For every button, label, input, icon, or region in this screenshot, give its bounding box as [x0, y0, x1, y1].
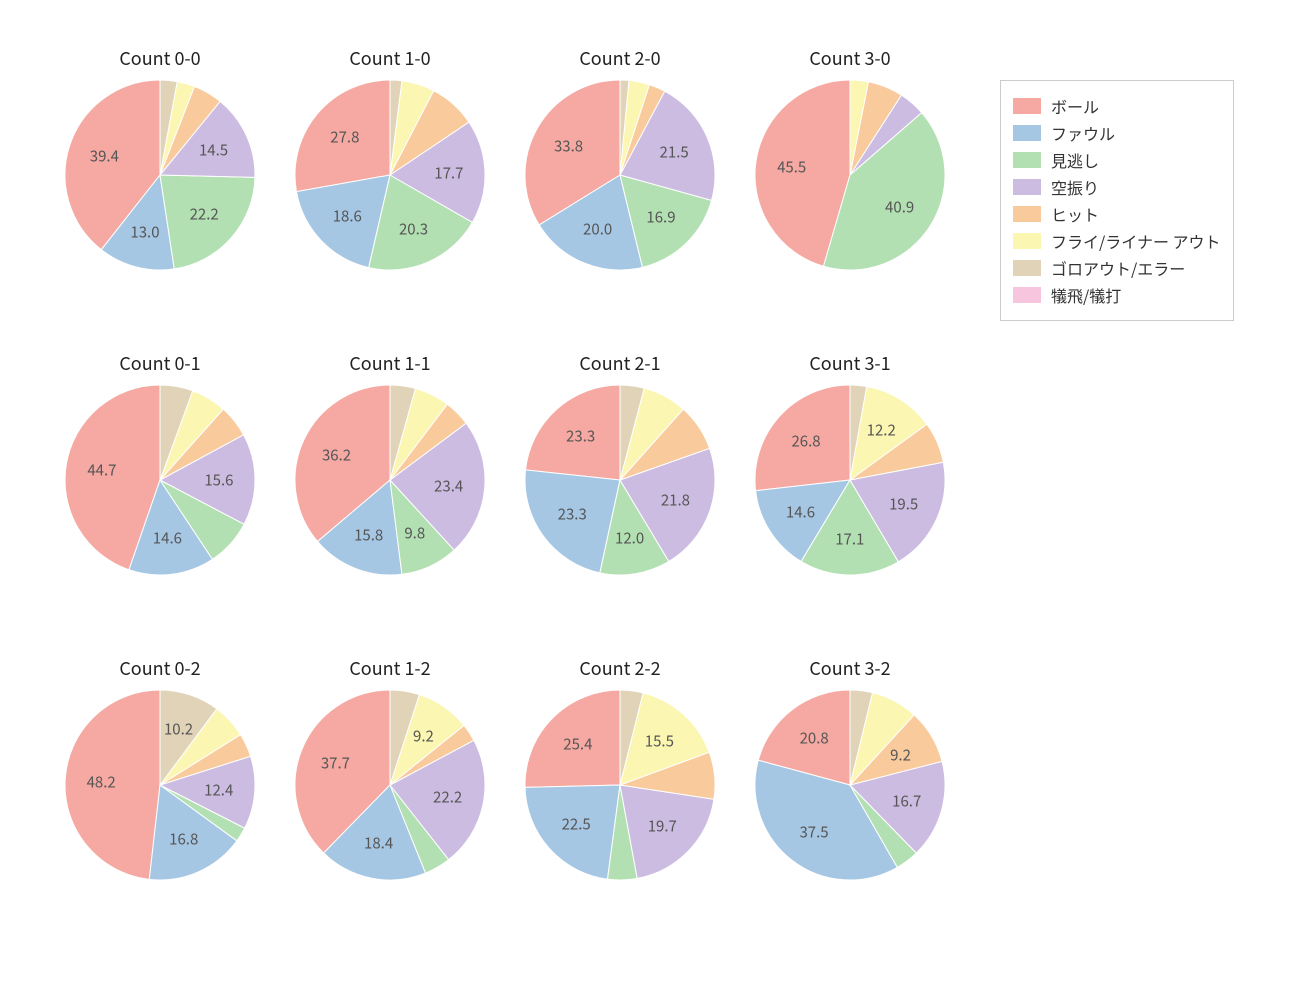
pie-slice [160, 175, 255, 269]
legend-swatch [1013, 125, 1041, 141]
legend-swatch [1013, 233, 1041, 249]
legend-label: ファウル [1051, 121, 1115, 145]
chart-stage: Count 0-039.413.022.214.5Count 1-027.818… [0, 0, 1300, 1000]
legend-label: フライ/ライナー アウト [1051, 229, 1221, 253]
legend-swatch [1013, 260, 1041, 276]
chart-title: Count 0-0 [119, 45, 200, 71]
legend-label: 空振り [1051, 175, 1099, 199]
legend-label: ヒット [1051, 202, 1099, 226]
legend-label: ボール [1051, 94, 1099, 118]
pie-chart [295, 385, 485, 575]
pie-slice [525, 690, 620, 787]
legend-swatch [1013, 152, 1041, 168]
pie-chart [65, 80, 255, 270]
pie-chart [295, 80, 485, 270]
pie-chart [755, 690, 945, 880]
chart-title: Count 1-1 [349, 350, 430, 376]
legend-item: ボール [1013, 94, 1221, 118]
legend-swatch [1013, 206, 1041, 222]
chart-title: Count 3-1 [809, 350, 890, 376]
chart-title: Count 1-0 [349, 45, 430, 71]
pie-chart [755, 385, 945, 575]
legend-label: 犠飛/犠打 [1051, 283, 1121, 307]
chart-title: Count 2-2 [579, 655, 660, 681]
legend-item: フライ/ライナー アウト [1013, 229, 1221, 253]
pie-slice [755, 385, 850, 491]
legend-item: 空振り [1013, 175, 1221, 199]
chart-title: Count 0-1 [119, 350, 200, 376]
legend-item: ファウル [1013, 121, 1221, 145]
legend-item: ゴロアウト/エラー [1013, 256, 1221, 280]
pie-chart [295, 690, 485, 880]
pie-slice [526, 385, 620, 480]
chart-title: Count 2-0 [579, 45, 660, 71]
legend-swatch [1013, 98, 1041, 114]
legend-swatch [1013, 287, 1041, 303]
pie-slice [65, 690, 160, 879]
chart-title: Count 0-2 [119, 655, 200, 681]
chart-title: Count 3-2 [809, 655, 890, 681]
legend-label: 見逃し [1051, 148, 1099, 172]
pie-chart [525, 690, 715, 880]
pie-chart [755, 80, 945, 270]
legend-item: ヒット [1013, 202, 1221, 226]
legend-item: 犠飛/犠打 [1013, 283, 1221, 307]
legend-label: ゴロアウト/エラー [1051, 256, 1185, 280]
pie-chart [525, 80, 715, 270]
pie-chart [65, 385, 255, 575]
chart-title: Count 3-0 [809, 45, 890, 71]
legend: ボールファウル見逃し空振りヒットフライ/ライナー アウトゴロアウト/エラー犠飛/… [1000, 80, 1234, 321]
chart-title: Count 1-2 [349, 655, 430, 681]
pie-slice [295, 80, 390, 192]
chart-title: Count 2-1 [579, 350, 660, 376]
legend-item: 見逃し [1013, 148, 1221, 172]
pie-chart [65, 690, 255, 880]
legend-swatch [1013, 179, 1041, 195]
pie-slice [525, 785, 620, 879]
pie-chart [525, 385, 715, 575]
